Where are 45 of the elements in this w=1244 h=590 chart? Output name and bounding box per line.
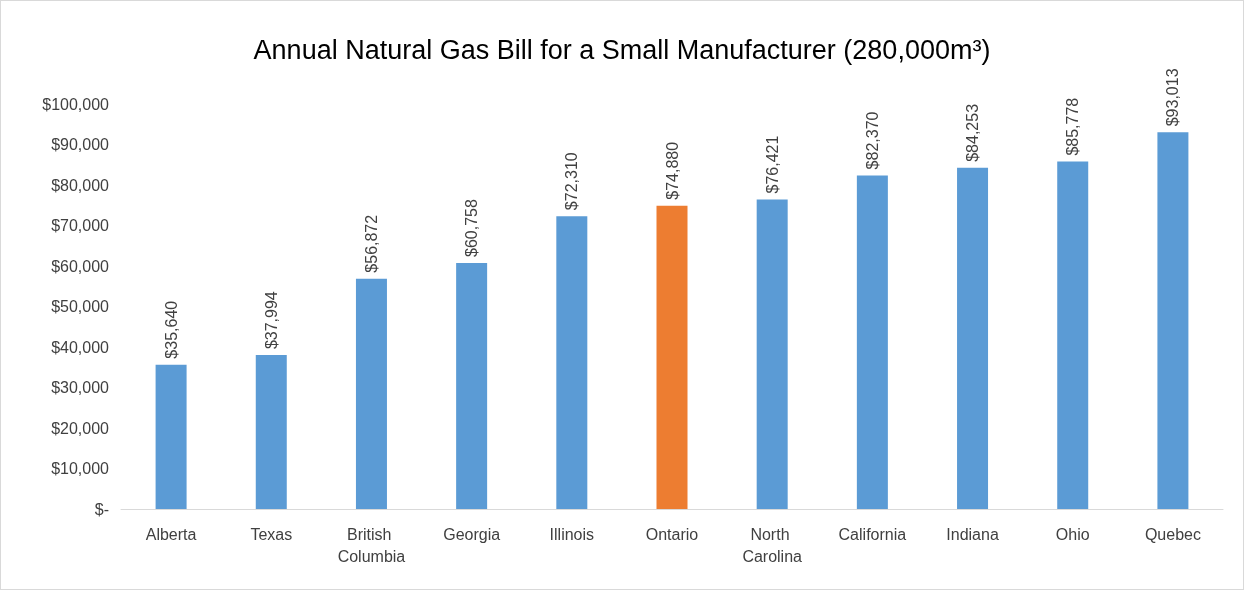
y-tick-label: $30,000 bbox=[51, 379, 110, 396]
bar bbox=[355, 278, 387, 509]
x-tick-label: Texas bbox=[250, 525, 293, 543]
data-label: $93,013 bbox=[1164, 68, 1182, 127]
data-label: $74,880 bbox=[663, 141, 681, 200]
y-tick-label: $100,000 bbox=[42, 95, 110, 113]
bar bbox=[1157, 132, 1189, 509]
bar bbox=[756, 199, 788, 509]
data-label: $72,310 bbox=[563, 152, 581, 211]
x-tick-label: Illinois bbox=[549, 525, 595, 543]
bar bbox=[155, 364, 187, 509]
data-label: $76,421 bbox=[763, 135, 781, 194]
x-tick-label: California bbox=[838, 525, 907, 543]
y-tick-label: $60,000 bbox=[51, 257, 110, 275]
y-tick-label: $80,000 bbox=[51, 176, 110, 194]
y-tick-label: $10,000 bbox=[51, 460, 110, 477]
data-label: $56,872 bbox=[362, 214, 380, 273]
bar bbox=[1057, 161, 1089, 509]
data-label: $82,370 bbox=[863, 111, 881, 170]
chart-title: Annual Natural Gas Bill for a Small Manufacturer (280,000m³) bbox=[253, 34, 991, 65]
x-tick-label: Ontario bbox=[645, 525, 699, 543]
bar bbox=[255, 355, 287, 509]
bar bbox=[556, 216, 588, 509]
x-tick-label: Ohio bbox=[1055, 525, 1090, 543]
y-tick-label: $90,000 bbox=[51, 136, 110, 153]
y-tick-label: $70,000 bbox=[51, 217, 110, 234]
x-tick-label: British Columbia bbox=[337, 525, 406, 565]
bar bbox=[957, 167, 989, 509]
y-tick-label: $40,000 bbox=[51, 338, 110, 356]
data-label: $35,640 bbox=[162, 300, 180, 359]
y-tick-label: $50,000 bbox=[51, 298, 110, 315]
data-label: $37,994 bbox=[262, 291, 280, 350]
bar bbox=[856, 175, 888, 509]
x-tick-label: Quebec bbox=[1144, 525, 1201, 543]
x-tick-label: Alberta bbox=[145, 525, 197, 543]
x-tick-label: Indiana bbox=[946, 525, 999, 543]
x-tick-label: North Carolina bbox=[742, 525, 803, 565]
data-label: $84,253 bbox=[964, 103, 982, 162]
x-tick-label: Georgia bbox=[443, 525, 501, 543]
y-tick-label: $- bbox=[94, 500, 109, 518]
data-label: $60,758 bbox=[463, 198, 481, 257]
bar bbox=[456, 262, 488, 509]
y-tick-label: $20,000 bbox=[51, 419, 110, 437]
data-label: $85,778 bbox=[1064, 97, 1082, 156]
bar bbox=[656, 205, 688, 509]
